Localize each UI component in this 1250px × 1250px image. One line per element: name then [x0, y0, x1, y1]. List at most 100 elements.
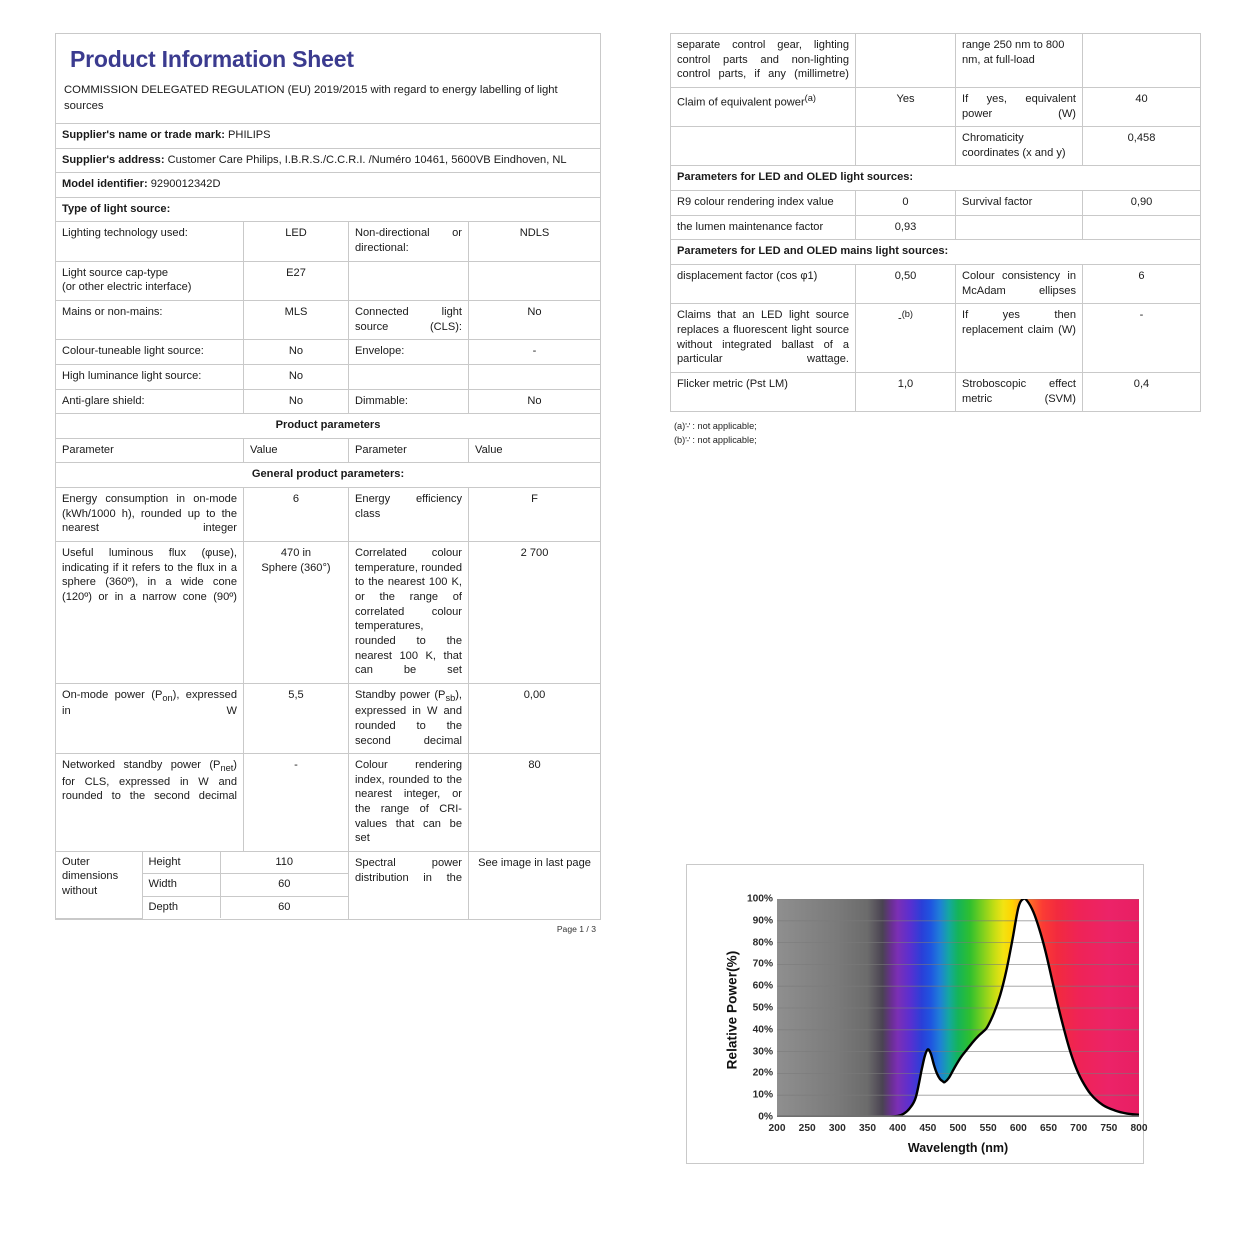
continued-param-label: separate control gear, lighting control …: [670, 33, 856, 88]
param-value: [855, 126, 956, 167]
right-page-column: separate control gear, lighting control …: [670, 33, 1201, 448]
dimension-name: Depth: [141, 895, 221, 919]
type-of-light-source-row: Type of light source:: [54, 196, 602, 223]
chart-plot-area: [777, 899, 1139, 1117]
param-value-2: 80: [467, 753, 602, 852]
y-axis-tick-label: 30%: [752, 1046, 773, 1058]
param-value-2: No: [467, 388, 602, 415]
model-identifier-cell: Model identifier: 9290012342D: [54, 172, 602, 198]
table-row: R9 colour rendering index value 0 Surviv…: [670, 190, 1201, 216]
type-of-light-source-cell: Type of light source:: [54, 196, 602, 223]
x-axis-tick-label: 750: [1100, 1123, 1118, 1134]
table-row: displacement factor (cos φ1) 0,50 Colour…: [670, 264, 1201, 305]
param-value: No: [243, 363, 349, 390]
param-label-2: Non-directional or directional:: [348, 221, 469, 262]
param-value: No: [243, 339, 349, 365]
page-title: Product Information Sheet: [70, 46, 354, 72]
x-axis-tick-label: 200: [768, 1123, 786, 1134]
x-axis-tick-label: 400: [889, 1123, 907, 1134]
table-row: Width 60: [56, 873, 348, 897]
param-label: Energy consumption in on-mode (kWh/1000 …: [55, 487, 244, 543]
type-of-light-source-label: Type of light source:: [62, 202, 171, 215]
y-axis-tick-label: 50%: [752, 1002, 773, 1014]
table-row: Outer dimensions without Height 110: [56, 851, 348, 919]
supplier-name-row: Supplier's name or trade mark: PHILIPS: [54, 122, 602, 149]
param-value-2: -: [467, 339, 602, 365]
y-axis-tick-label: 60%: [752, 980, 773, 992]
dimension-value: 60: [219, 873, 348, 897]
table-row: Claims that an LED light source replaces…: [670, 303, 1201, 373]
footnote-a: (a)'-' : not applicable;: [674, 420, 1200, 434]
param-value-2: F: [467, 487, 602, 543]
param-label: Light source cap-type (or other electric…: [55, 260, 244, 301]
param-value: 0,93: [855, 214, 956, 241]
x-axis-tick-label: 600: [1009, 1123, 1027, 1134]
col-header-value-2: Value: [467, 437, 602, 464]
dimension-name: Height: [141, 851, 221, 875]
param-label-2: Dimmable:: [348, 388, 469, 415]
param-value: E27: [243, 260, 349, 301]
continued-param-label-2: range 250 nm to 800 nm, at full-load: [955, 33, 1083, 88]
footnotes: (a)'-' : not applicable; (b)'-' : not ap…: [670, 420, 1200, 448]
param-value: 0,50: [855, 264, 956, 305]
x-axis-tick-label: 800: [1130, 1123, 1148, 1134]
y-axis-tick-label: 40%: [752, 1024, 773, 1036]
param-value: 0: [855, 190, 956, 216]
outer-dimensions-row: Outer dimensions without Height 110 Widt…: [55, 850, 602, 920]
footnote-b: (b)'-' : not applicable;: [674, 434, 1200, 448]
footnote-a-marker: (a): [674, 421, 686, 432]
section-header-row: Parameters for LED and OLED light source…: [670, 165, 1201, 192]
param-label-2: Energy efficiency class: [348, 487, 469, 543]
param-value: MLS: [243, 299, 349, 341]
model-identifier-value: 9290012342D: [150, 178, 221, 191]
continued-param-value: [855, 33, 956, 88]
x-axis-tick-label: 300: [828, 1123, 846, 1134]
table-row: Mains or non-mains: MLS Connected light …: [55, 299, 602, 341]
param-label-2: Envelope:: [348, 339, 469, 365]
param-label: [670, 126, 856, 167]
section-header-product-parameters: Product parameters: [54, 413, 602, 439]
dimension-value: 60: [219, 895, 348, 919]
page-footer: Page 1 / 3: [556, 923, 596, 934]
table-row: Depth 60: [56, 895, 348, 919]
param-label: Claim of equivalent power(a): [670, 86, 856, 128]
left-page-column: Product Information Sheet COMMISSION DEL…: [54, 33, 602, 934]
param-label: Networked standby power (Pnet) for CLS, …: [55, 753, 244, 852]
param-label-2: If yes, equivalent power (W): [955, 86, 1083, 128]
supplier-name-label: Supplier's name or trade mark:: [62, 128, 225, 141]
footnote-b-text: : not applicable;: [692, 434, 757, 445]
param-value-2: 40: [1082, 86, 1201, 128]
col-header-parameter: Parameter: [55, 437, 244, 464]
param-value-2: No: [467, 299, 602, 341]
continued-param-value-2: [1082, 33, 1201, 88]
param-label-2: Colour rendering index, rounded to the n…: [348, 753, 469, 852]
table-row: On-mode power (Pon), expressed in W 5,5 …: [55, 682, 602, 755]
section-header-led-oled: Parameters for LED and OLED light source…: [670, 165, 1201, 192]
param-value: 5,5: [243, 682, 349, 755]
spectral-power-label: Spectral power distribution in the: [348, 850, 469, 920]
spectral-power-distribution-chart: Relative Power(%) 0% 10% 20% 30% 40% 50% 60% 70…: [686, 864, 1148, 1164]
param-label: R9 colour rendering index value: [670, 190, 856, 216]
model-identifier-label: Model identifier:: [62, 178, 148, 191]
x-axis-tick-label: 350: [859, 1123, 876, 1134]
section-header-row: Product parameters: [54, 413, 602, 439]
param-label-2: [348, 260, 469, 301]
footnote-a-text: : not applicable;: [692, 421, 757, 432]
y-axis-tick-label: 0%: [758, 1111, 773, 1123]
y-axis-tick-label: 80%: [752, 937, 773, 949]
footnote-b-dash: '-': [685, 434, 690, 445]
outer-dimensions-label: Outer dimensions without: [56, 851, 143, 919]
param-value: 470 in Sphere (360°): [243, 541, 349, 684]
x-axis-label: Wavelength (nm): [907, 1141, 1009, 1155]
table-row: Useful luminous flux (φuse), indicating …: [55, 541, 602, 684]
col-header-parameter-2: Parameter: [348, 437, 469, 464]
param-label-2: Stroboscopic effect metric (SVM): [955, 371, 1083, 413]
param-label: Lighting technology used:: [55, 221, 244, 262]
title-cell: Product Information Sheet COMMISSION DEL…: [54, 33, 602, 124]
param-value: 1,0: [855, 371, 956, 413]
table-row: Energy consumption in on-mode (kWh/1000 …: [55, 487, 602, 543]
param-value-2: 0,458: [1082, 126, 1201, 167]
param-value-2: 6: [1082, 264, 1201, 305]
table-row: separate control gear, lighting control …: [670, 33, 1201, 88]
param-label: Anti-glare shield:: [55, 388, 244, 415]
